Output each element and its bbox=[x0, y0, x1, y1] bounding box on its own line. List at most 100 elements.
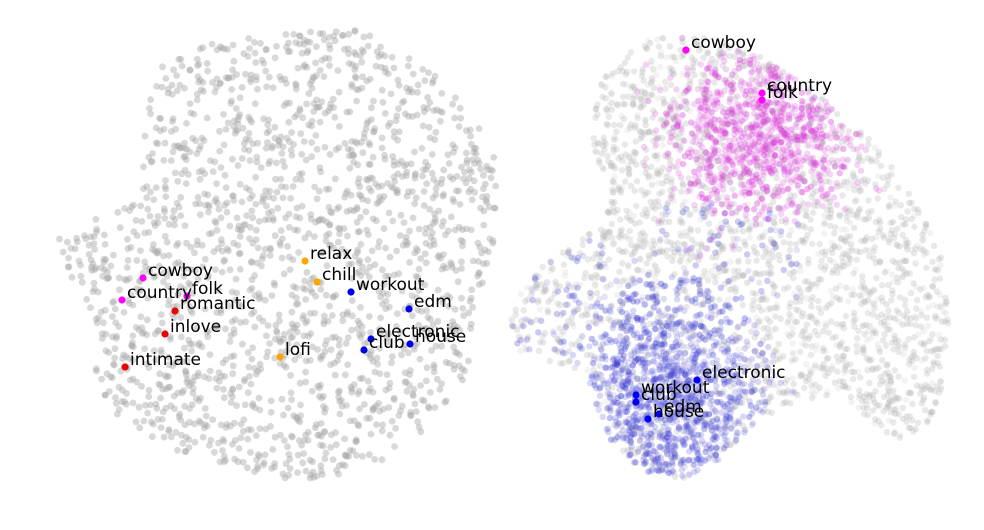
scatter-point bbox=[420, 397, 428, 405]
scatter-point bbox=[98, 264, 105, 272]
scatter-point bbox=[338, 403, 346, 410]
scatter-point bbox=[315, 431, 323, 439]
scatter-point bbox=[477, 204, 484, 212]
scatter-point bbox=[165, 296, 173, 304]
scatter-point bbox=[150, 196, 158, 204]
scatter-point bbox=[247, 449, 254, 456]
scatter-point bbox=[462, 225, 470, 233]
scatter-point bbox=[455, 223, 463, 231]
scatter-point bbox=[659, 142, 666, 149]
scatter-point bbox=[435, 207, 443, 215]
scatter-point bbox=[440, 218, 447, 225]
scatter-point bbox=[324, 317, 332, 325]
scatter-point bbox=[240, 377, 248, 385]
scatter-point bbox=[216, 43, 224, 51]
scatter-point bbox=[400, 345, 408, 353]
scatter-point bbox=[183, 120, 190, 127]
scatter-point bbox=[183, 378, 191, 386]
scatter-point bbox=[411, 148, 418, 156]
scatter-point bbox=[319, 216, 327, 224]
highlight-point-inlove bbox=[161, 330, 169, 338]
scatter-point bbox=[256, 406, 264, 414]
scatter-point bbox=[355, 422, 363, 430]
scatter-point bbox=[402, 237, 409, 245]
scatter-point bbox=[59, 248, 67, 256]
scatter-point bbox=[309, 343, 316, 351]
scatter-point bbox=[354, 317, 362, 325]
scatter-point bbox=[288, 320, 296, 328]
scatter-point bbox=[261, 245, 269, 253]
scatter-point bbox=[308, 387, 316, 395]
scatter-point bbox=[394, 310, 401, 318]
scatter-point bbox=[222, 184, 230, 192]
scatter-point bbox=[348, 152, 356, 159]
scatter-point bbox=[271, 433, 279, 441]
scatter-point bbox=[315, 103, 323, 111]
scatter-point bbox=[305, 121, 313, 129]
scatter-point bbox=[87, 256, 95, 264]
scatter-point bbox=[300, 138, 308, 145]
scatter-point bbox=[380, 225, 388, 233]
scatter-point bbox=[319, 30, 327, 38]
scatter-point bbox=[469, 257, 477, 265]
scatter-point bbox=[261, 296, 269, 304]
scatter-point bbox=[287, 195, 294, 202]
scatter-point bbox=[353, 86, 360, 93]
scatter-point bbox=[284, 443, 291, 451]
scatter-point bbox=[293, 321, 301, 329]
scatter-point bbox=[227, 353, 235, 360]
scatter-point bbox=[355, 86, 362, 94]
scatter-point bbox=[366, 141, 374, 149]
scatter-point bbox=[255, 314, 263, 322]
scatter-point bbox=[284, 404, 292, 412]
scatter-point bbox=[225, 247, 232, 255]
scatter-point bbox=[292, 82, 300, 89]
scatter-point bbox=[321, 408, 328, 416]
scatter-point bbox=[233, 289, 241, 297]
scatter-point bbox=[480, 171, 487, 179]
scatter-point bbox=[173, 87, 181, 95]
scatter-point bbox=[177, 144, 185, 152]
scatter-point bbox=[186, 405, 194, 412]
scatter-point bbox=[450, 365, 458, 373]
scatter-point bbox=[292, 284, 300, 292]
scatter-point bbox=[350, 417, 358, 425]
scatter-point bbox=[353, 205, 361, 213]
scatter-point bbox=[302, 368, 309, 376]
scatter-point bbox=[431, 404, 439, 411]
scatter-point bbox=[366, 385, 374, 392]
scatter-point bbox=[371, 125, 379, 132]
scatter-point bbox=[386, 119, 394, 127]
scatter-point bbox=[175, 413, 183, 421]
scatter-point bbox=[213, 309, 221, 316]
scatter-point bbox=[165, 426, 173, 433]
scatter-point bbox=[352, 138, 359, 146]
scatter-point bbox=[358, 138, 365, 146]
scatter-point bbox=[159, 63, 166, 71]
scatter-point bbox=[656, 63, 664, 71]
scatter-point bbox=[277, 338, 284, 345]
highlight-point-cowboy bbox=[139, 274, 147, 282]
scatter-point bbox=[217, 164, 225, 172]
scatter-point bbox=[112, 319, 120, 326]
scatter-point bbox=[296, 379, 304, 387]
scatter-point bbox=[456, 351, 463, 359]
scatter-point bbox=[201, 424, 208, 432]
scatter-point bbox=[108, 374, 116, 381]
scatter-point bbox=[165, 361, 173, 369]
scatter-point bbox=[329, 293, 337, 301]
scatter-point bbox=[81, 232, 88, 240]
scatter-point bbox=[317, 215, 325, 223]
scatter-point bbox=[592, 148, 599, 155]
scatter-point bbox=[128, 342, 136, 349]
scatter-point bbox=[296, 32, 304, 40]
scatter-point bbox=[209, 168, 217, 176]
scatter-point bbox=[411, 174, 419, 182]
scatter-point bbox=[385, 331, 392, 338]
scatter-point bbox=[451, 306, 459, 313]
scatter-point bbox=[254, 367, 262, 375]
scatter-point bbox=[395, 82, 403, 89]
scatter-point bbox=[273, 329, 281, 336]
scatter-point bbox=[130, 343, 137, 351]
scatter-point bbox=[235, 222, 243, 230]
